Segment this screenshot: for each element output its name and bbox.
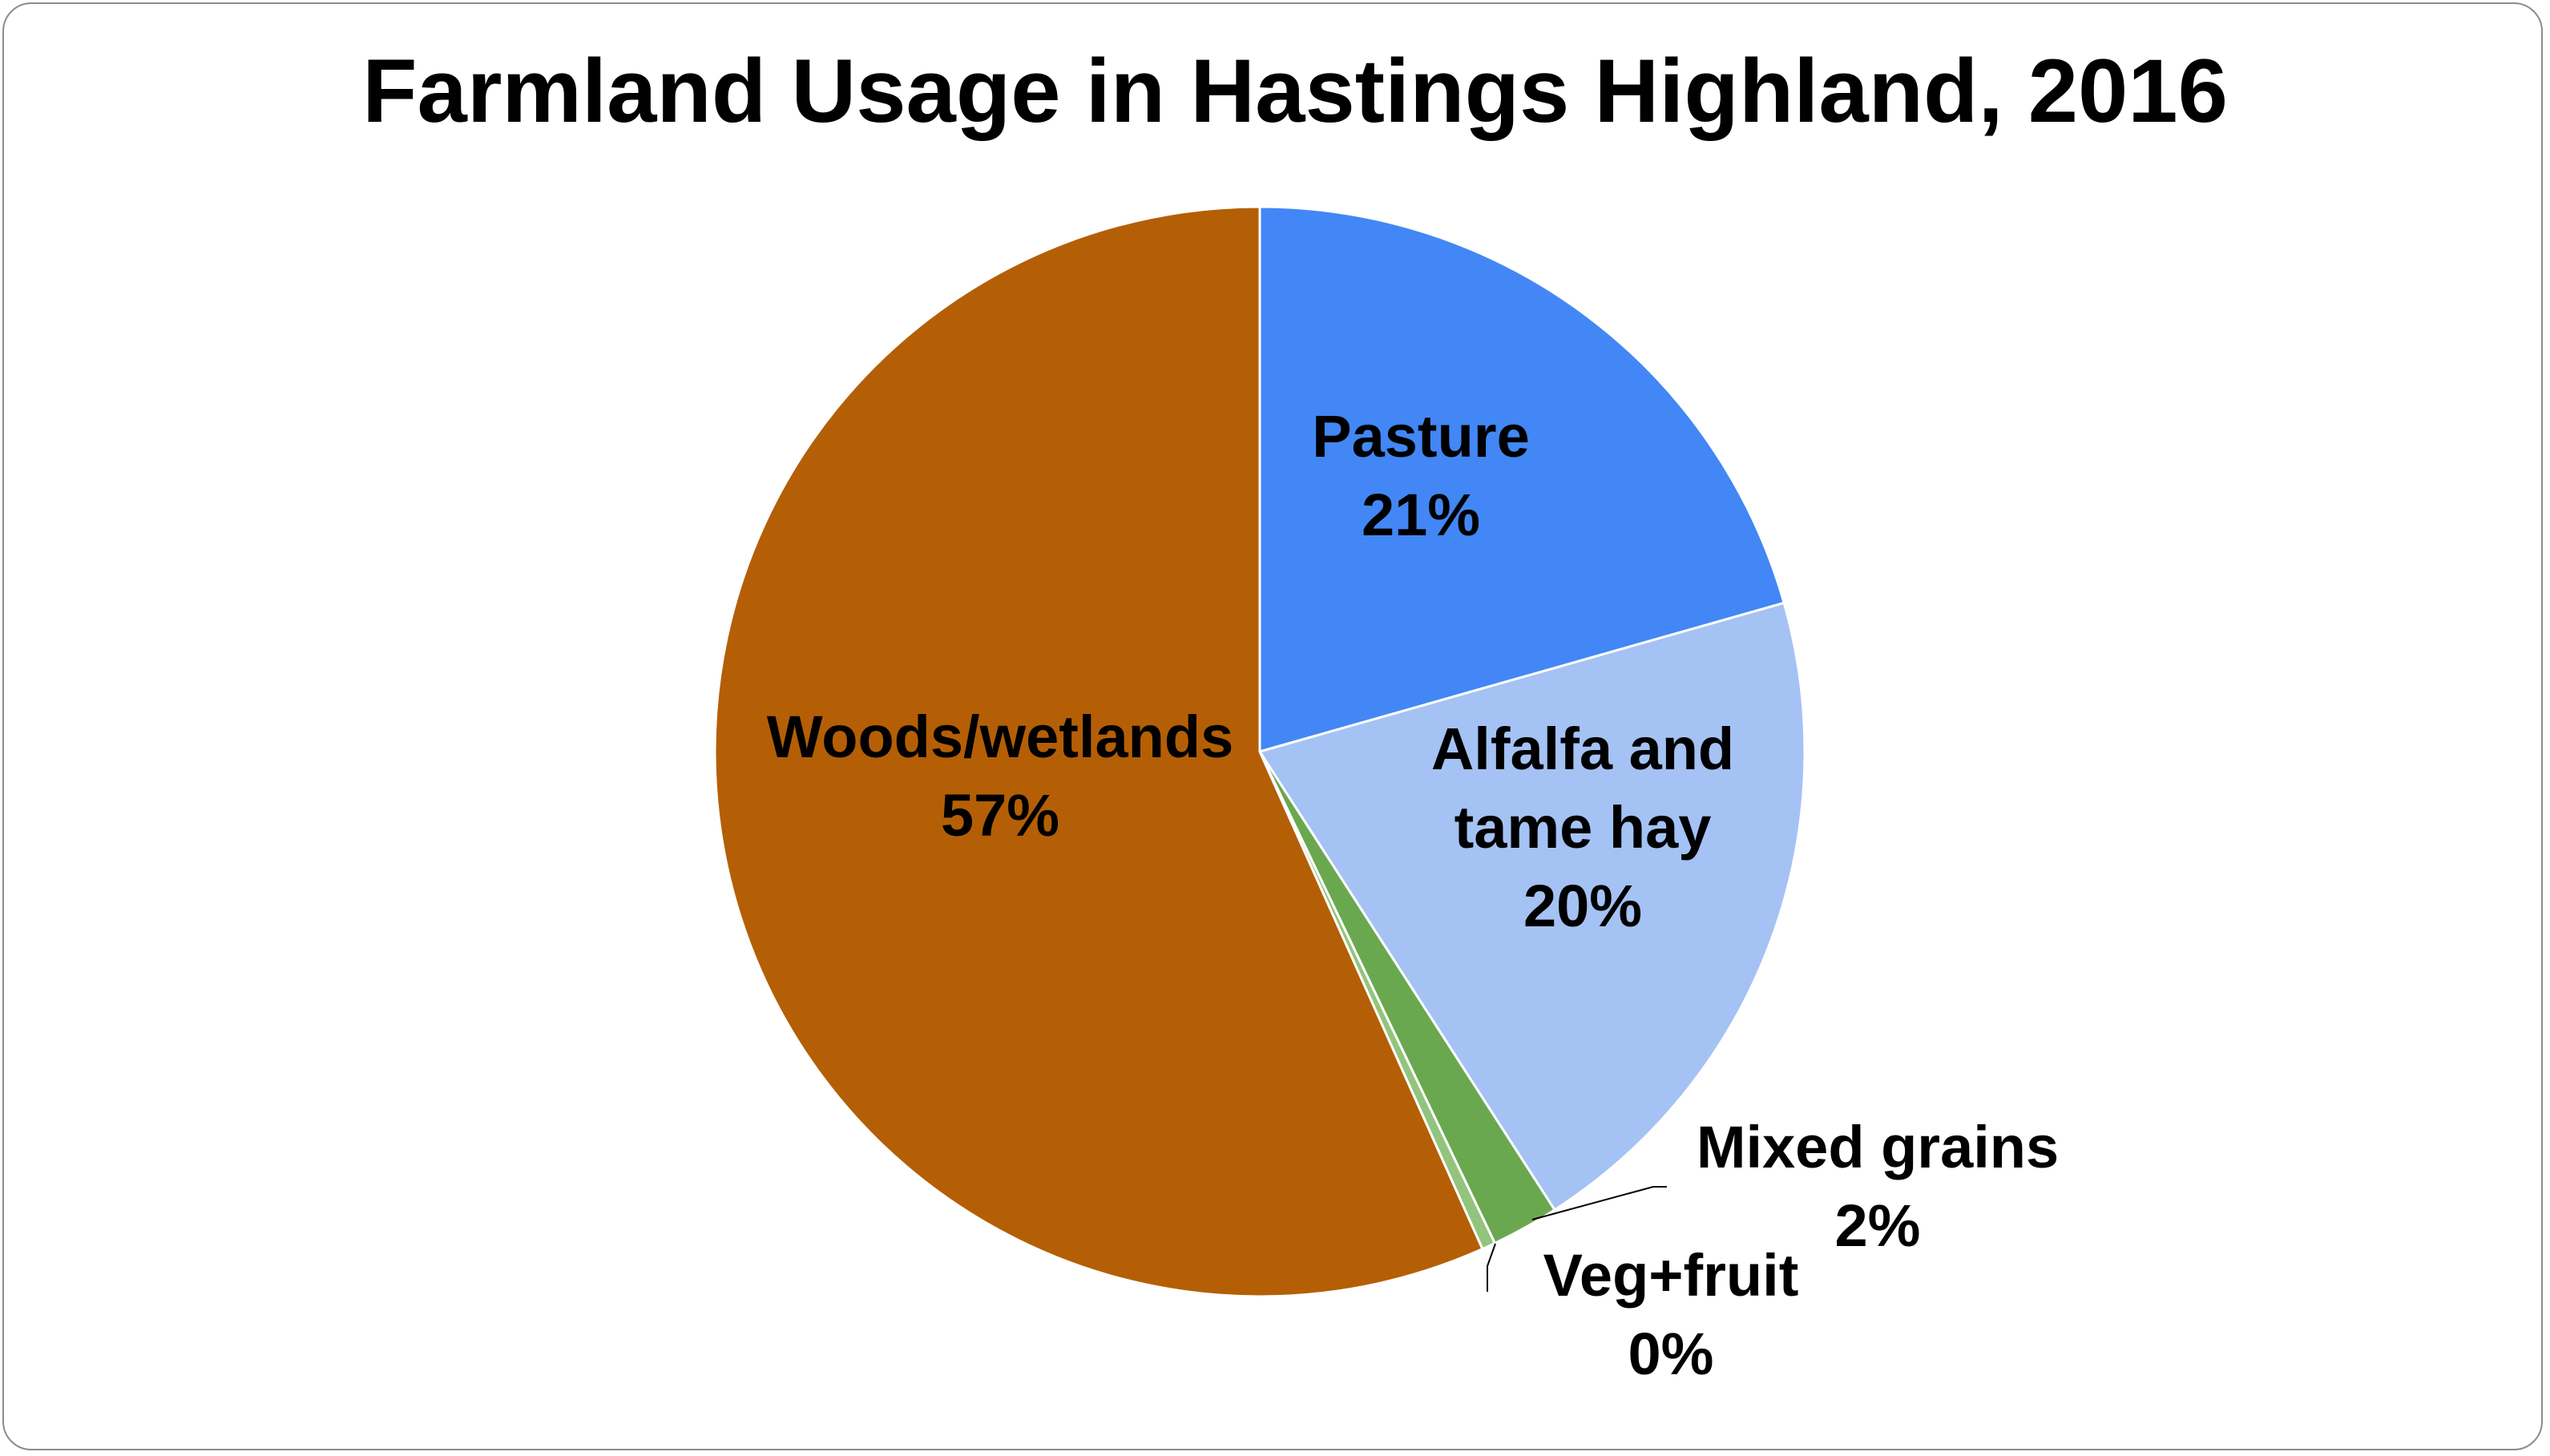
leader-line-2 [1531,1186,1667,1220]
data-label-percent-1: 20% [1523,873,1642,939]
pie-slice-4 [713,205,1484,1298]
pie-slice-1 [1257,601,1806,1212]
chart-title: Farmland Usage in Hastings Highland, 201… [362,41,2228,141]
pie-slice-0 [1258,205,1786,753]
leader-lines [1487,1186,1667,1292]
data-label-percent-3: 0% [1628,1321,1714,1387]
data-label-category-1: Alfalfa and [1431,716,1734,782]
data-label-category-4: Woods/wetlands [767,704,1233,770]
data-label-percent-0: 21% [1362,482,1480,548]
data-labels: Pasture 21% Alfalfa and tame hay 20% Mixed gr… [767,403,2059,1387]
leader-line-3 [1487,1243,1496,1292]
data-label-category-0: Pasture [1312,403,1529,470]
pie-slices [713,205,1806,1298]
data-label-percent-4: 57% [941,782,1059,849]
data-label-category-2: Mixed grains [1697,1114,2059,1180]
data-label-category-3: Veg+fruit [1543,1242,1799,1309]
data-label-category-1: tame hay [1455,794,1712,861]
data-label-percent-2: 2% [1835,1192,1921,1259]
